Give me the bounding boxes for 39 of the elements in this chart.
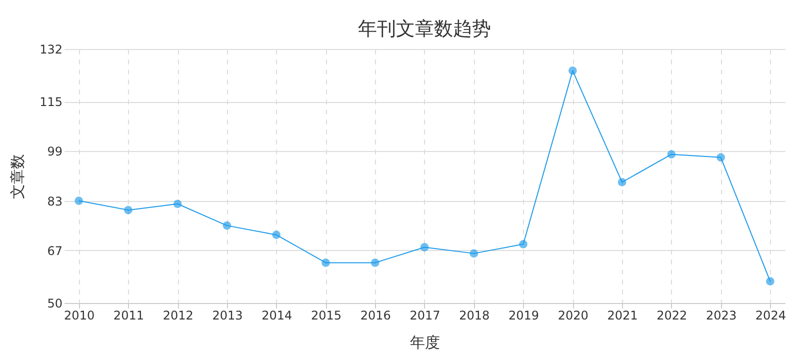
y-tick-label: 115 [40, 95, 62, 110]
point [667, 150, 676, 158]
point [74, 196, 83, 205]
point [322, 258, 330, 267]
point [420, 243, 429, 252]
point [370, 258, 380, 267]
point [568, 66, 577, 75]
point [618, 178, 626, 186]
y-tick-label: 50 [47, 296, 62, 310]
y-tick-label: 67 [47, 244, 62, 258]
x-tick-label: 2015 [310, 308, 342, 322]
x-tick-label: 2022 [656, 308, 688, 322]
point [124, 206, 132, 214]
x-tick-label: 2018 [459, 308, 490, 322]
x-tick-label: 2013 [212, 308, 243, 322]
point [766, 277, 774, 286]
x-tick-label: 2021 [607, 308, 638, 322]
x-tick-label: 2012 [162, 308, 194, 322]
x-tick-label: 2024 [755, 308, 786, 322]
point [470, 249, 478, 258]
point [222, 221, 232, 230]
y-tick-label: 99 [47, 144, 62, 159]
x-tick-label: 2010 [64, 308, 95, 322]
x-tick-label: 2014 [262, 308, 292, 322]
x-tick-label: 2016 [360, 308, 391, 322]
chart-title: 年刊文章数趋势 [358, 18, 491, 40]
x-tick-label: 2019 [508, 308, 540, 322]
x-tick-label: 2017 [410, 308, 440, 322]
y-tick-label: 132 [40, 42, 62, 56]
y-tick-label: 83 [47, 194, 62, 208]
point [173, 200, 182, 208]
point [716, 153, 725, 162]
x-tick-label: 2023 [706, 308, 737, 322]
x-axis-title: 年度 [410, 334, 440, 352]
y-axis-title: 文章数 [8, 154, 27, 199]
point [519, 240, 528, 248]
point [272, 230, 281, 240]
x-tick-label: 2020 [558, 308, 588, 322]
x-tick-label: 2011 [113, 308, 144, 322]
